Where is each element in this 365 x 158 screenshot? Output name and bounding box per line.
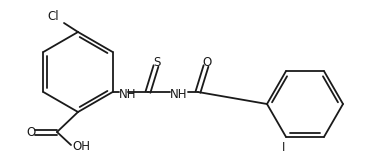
Text: O: O xyxy=(26,125,36,139)
Text: S: S xyxy=(153,55,161,69)
Text: NH: NH xyxy=(119,88,137,100)
Text: O: O xyxy=(202,55,212,69)
Text: I: I xyxy=(282,141,286,154)
Text: NH: NH xyxy=(170,88,188,100)
Text: OH: OH xyxy=(72,140,90,152)
Text: Cl: Cl xyxy=(47,10,59,24)
